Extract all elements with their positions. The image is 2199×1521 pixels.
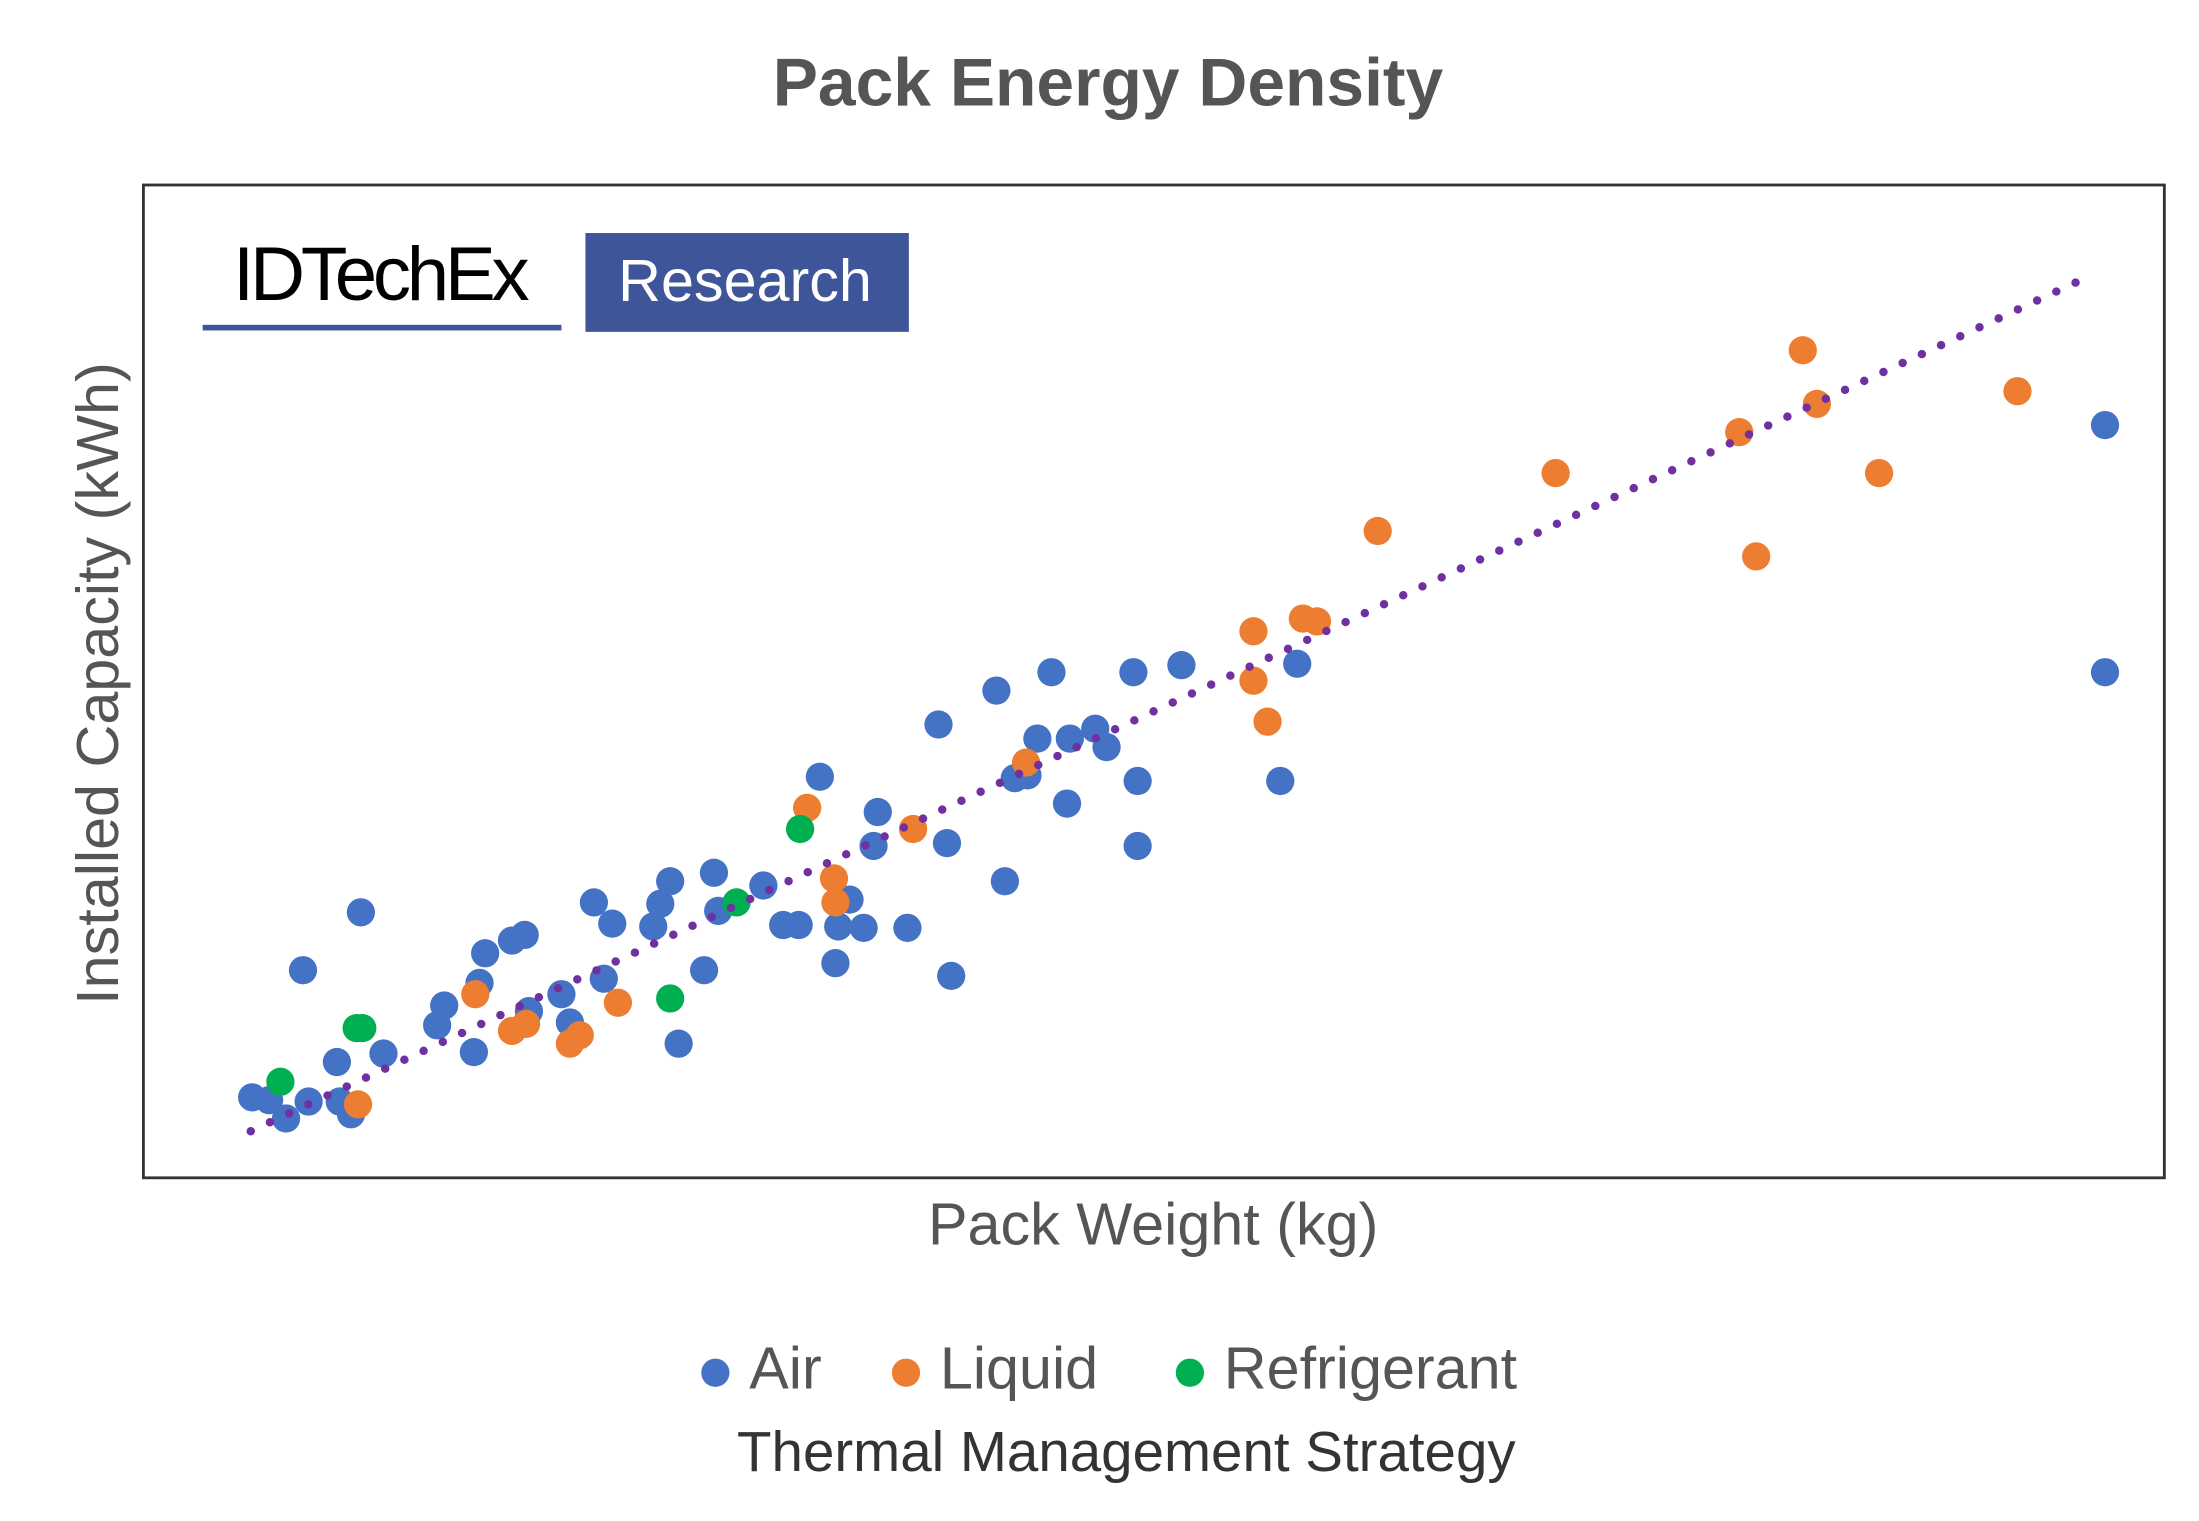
data-point: [656, 867, 685, 896]
data-point: [824, 912, 853, 941]
legend-label: Refrigerant: [1224, 1334, 1518, 1401]
data-point: [1023, 724, 1052, 753]
data-point: [1742, 542, 1771, 571]
legend-marker: [701, 1358, 730, 1387]
data-point: [1253, 707, 1282, 736]
data-point: [459, 1038, 488, 1067]
data-point: [346, 898, 376, 927]
legend-label: Air: [749, 1334, 821, 1401]
data-point: [271, 1104, 301, 1133]
data-point: [722, 888, 751, 917]
chart-title: Pack Energy Density: [773, 45, 1444, 120]
data-point: [1283, 649, 1312, 678]
logo-underline: [202, 324, 562, 331]
data-point: [579, 888, 609, 917]
data-point: [898, 814, 928, 844]
data-point: [1725, 418, 1754, 447]
data-point: [1239, 617, 1268, 646]
data-point: [982, 676, 1011, 705]
data-point: [461, 980, 490, 1009]
data-point: [859, 831, 888, 861]
data-point: [990, 867, 1020, 896]
legend-marker: [891, 1358, 921, 1387]
data-point: [821, 888, 850, 917]
data-point: [603, 988, 633, 1017]
data-point: [547, 980, 576, 1009]
logo-tag: Research: [618, 247, 872, 314]
data-point: [343, 1090, 373, 1119]
legend-title: Thermal Management Strategy: [737, 1420, 1516, 1483]
data-point: [348, 1014, 377, 1043]
data-point: [1266, 766, 1295, 796]
data-point: [512, 1009, 541, 1039]
data-point: [1123, 831, 1152, 861]
data-point: [785, 814, 815, 844]
data-point: [749, 871, 778, 900]
plot-frame: [141, 183, 2166, 1180]
data-point: [369, 1039, 398, 1068]
data-point: [784, 910, 813, 940]
data-point: [2090, 410, 2120, 440]
logo-box: [585, 233, 909, 332]
data-point: [937, 961, 966, 990]
data-point: [849, 913, 878, 942]
data-point: [924, 710, 953, 739]
data-point: [565, 1021, 594, 1050]
data-point: [2003, 377, 2032, 406]
x-axis-label: Pack Weight (kg): [928, 1190, 1378, 1257]
data-point: [689, 956, 719, 985]
data-point: [664, 1029, 693, 1058]
y-axis-label: Installed Capacity (kWh): [64, 362, 131, 1005]
data-point: [1119, 658, 1148, 687]
legend-marker: [1175, 1358, 1205, 1387]
data-point: [863, 797, 892, 827]
data-point: [932, 828, 962, 858]
data-point: [656, 984, 685, 1013]
data-point: [639, 912, 668, 941]
data-point: [1167, 651, 1196, 680]
data-point: [819, 864, 849, 893]
data-point: [1037, 658, 1066, 687]
data-point: [1011, 748, 1041, 777]
data-point: [510, 920, 539, 950]
data-point: [893, 913, 922, 942]
data-point: [598, 909, 627, 938]
data-point: [266, 1067, 295, 1096]
data-point: [288, 956, 318, 985]
data-point: [1788, 336, 1817, 365]
trendline: [246, 272, 2093, 1136]
logo-brand: IDTechEx: [233, 232, 530, 317]
data-point: [471, 939, 500, 968]
data-point: [821, 949, 850, 978]
data-point: [1052, 789, 1082, 818]
data-point: [430, 991, 459, 1020]
data-point: [1864, 458, 1894, 488]
data-point: [805, 762, 834, 791]
data-point: [2090, 658, 2120, 687]
legend-label: Liquid: [940, 1334, 1098, 1401]
data-point: [322, 1047, 352, 1077]
data-point: [1363, 516, 1392, 546]
data-point: [1541, 458, 1570, 488]
data-point: [1123, 766, 1152, 796]
data-point: [699, 858, 729, 887]
data-point: [1239, 666, 1268, 695]
data-point: [646, 889, 675, 918]
